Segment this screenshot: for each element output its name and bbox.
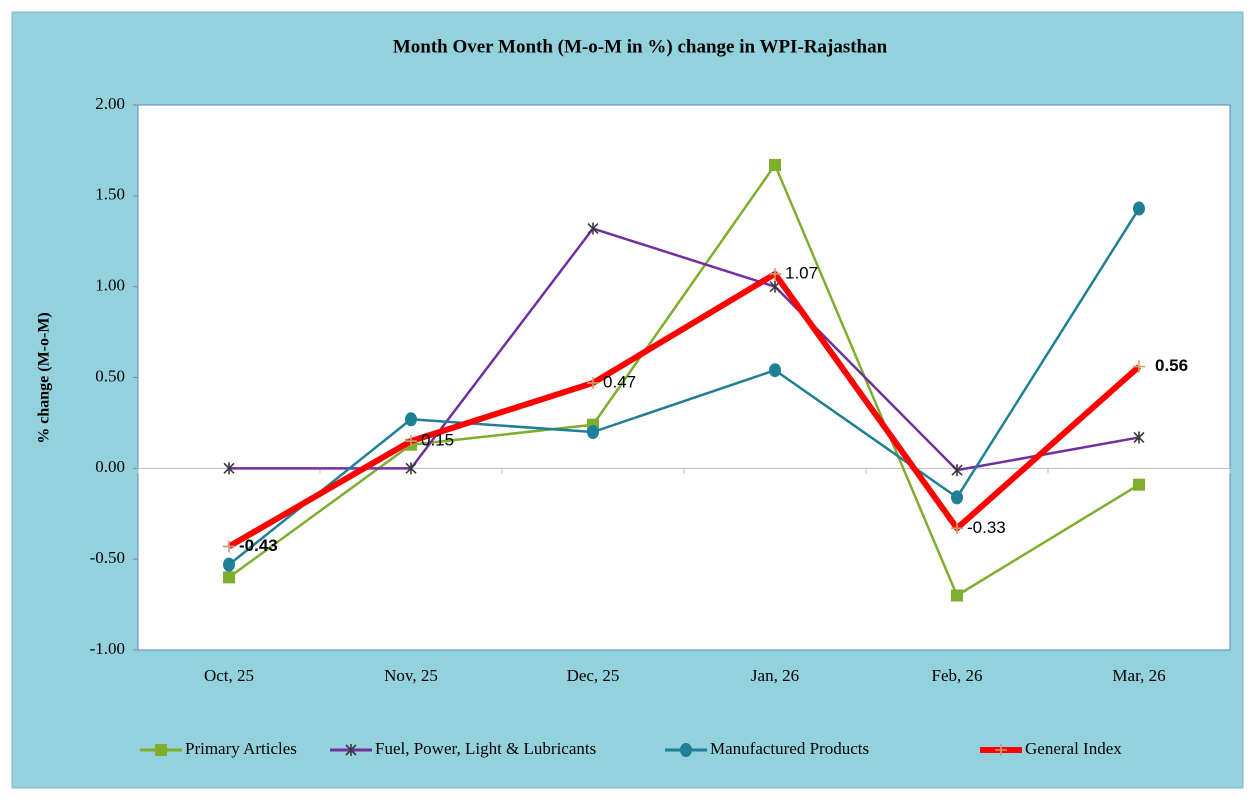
marker-star <box>223 462 235 475</box>
marker-plus <box>951 522 963 535</box>
y-tick-label: 0.50 <box>95 366 125 385</box>
y-axis-label: % change (M-o-M) <box>36 312 53 444</box>
x-tick-label: Nov, 25 <box>384 666 438 685</box>
marker-plus <box>1133 360 1145 373</box>
marker-circle <box>951 490 963 505</box>
data-label: -0.43 <box>239 536 278 555</box>
x-tick-label: Jan, 26 <box>751 666 799 685</box>
marker-circle <box>680 743 692 757</box>
marker-square <box>1133 478 1145 491</box>
plot-area <box>137 104 1231 651</box>
data-label: 0.56 <box>1155 356 1188 375</box>
series-line <box>228 207 1141 566</box>
marker-circle <box>223 557 235 572</box>
y-tick-label: 0.00 <box>95 457 125 476</box>
marker-plus <box>769 267 781 280</box>
marker-plus <box>587 376 599 389</box>
y-tick-label: 1.00 <box>95 276 125 295</box>
legend-label: Primary Articles <box>185 739 297 758</box>
legend-label: Manufactured Products <box>710 739 869 758</box>
marker-star <box>1133 431 1145 444</box>
data-label: -0.33 <box>967 518 1006 537</box>
marker-circle <box>1133 201 1145 216</box>
series-line <box>229 227 1140 472</box>
legend-label: Fuel, Power, Light & Lubricants <box>375 739 596 758</box>
x-tick-label: Oct, 25 <box>204 666 254 685</box>
marker-circle <box>587 425 599 439</box>
y-tick-label: 2.00 <box>95 94 125 113</box>
marker-square <box>769 158 781 171</box>
marker-plus <box>995 744 1007 756</box>
marker-plus <box>223 540 235 553</box>
marker-star <box>587 222 599 235</box>
series <box>223 201 1145 572</box>
marker-square <box>155 744 167 756</box>
data-label: 0.47 <box>603 372 636 391</box>
y-tick-label: -0.50 <box>90 548 125 567</box>
marker-star <box>345 744 357 756</box>
x-tick-label: Feb, 26 <box>932 666 983 685</box>
marker-square <box>223 571 235 584</box>
x-tick-label: Mar, 26 <box>1112 666 1165 685</box>
chart-title: Month Over Month (M-o-M in %) change in … <box>393 36 888 57</box>
x-tick-label: Dec, 25 <box>567 666 620 685</box>
series <box>223 222 1145 477</box>
series-line <box>227 270 1141 550</box>
series <box>223 267 1145 553</box>
y-tick-label: -1.00 <box>90 639 125 658</box>
marker-circle <box>405 412 417 427</box>
marker-star <box>405 462 417 475</box>
legend-label: General Index <box>1025 739 1122 758</box>
series-line <box>228 163 1140 597</box>
marker-star <box>951 464 963 477</box>
marker-circle <box>769 363 781 378</box>
data-label: 1.07 <box>785 263 818 282</box>
marker-square <box>951 589 963 602</box>
y-tick-label: 1.50 <box>95 185 125 204</box>
data-label: 0.15 <box>421 431 454 450</box>
marker-plus <box>405 435 417 448</box>
